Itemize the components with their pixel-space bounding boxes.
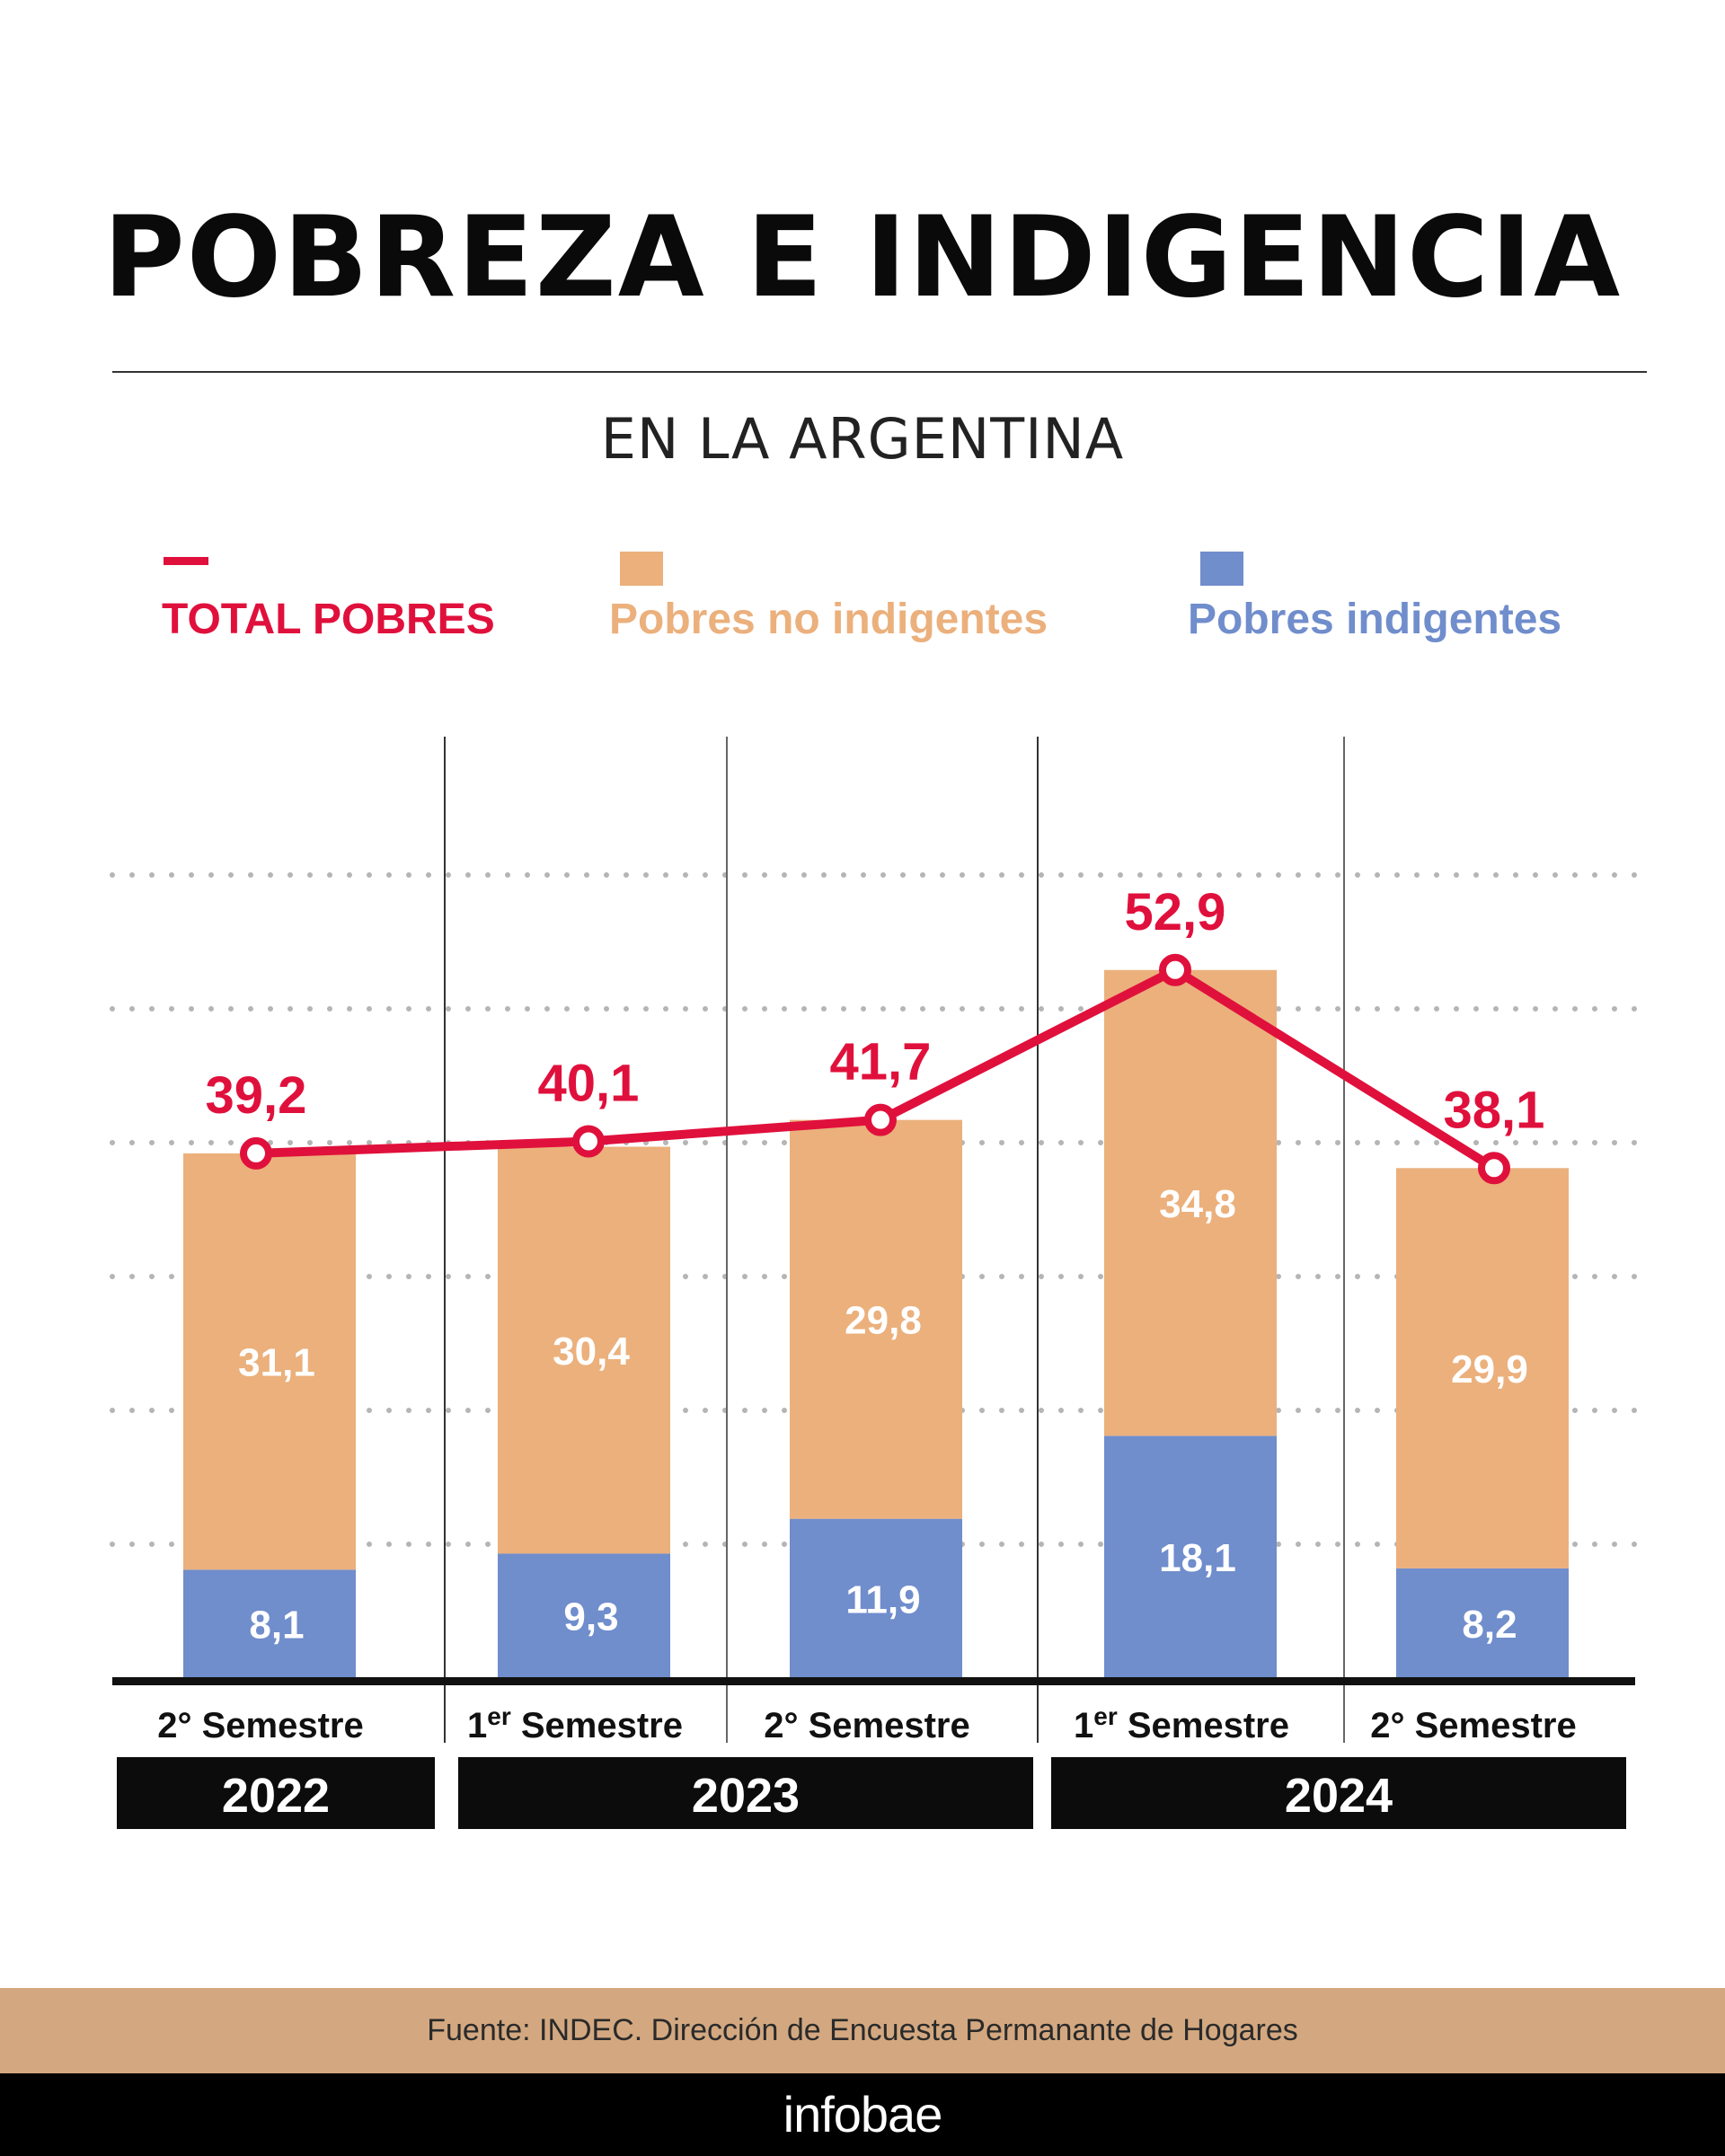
semester-label-1: 2° Semestre xyxy=(157,1706,363,1745)
year-label-2022: 2022 xyxy=(222,1769,330,1823)
bar-no-indigentes-5 xyxy=(1396,1168,1569,1568)
bar-indigentes-3 xyxy=(790,1518,962,1678)
title-divider xyxy=(112,371,1647,373)
legend-indigentes-label: Pobres indigentes xyxy=(1188,596,1562,643)
semester-label-3: 2° Semestre xyxy=(764,1706,969,1745)
brand-logo: infobae xyxy=(0,2073,1725,2156)
bar-indigentes-5 xyxy=(1396,1568,1569,1678)
label-no-indigentes-4: 34,8 xyxy=(1159,1182,1236,1226)
label-indigentes-4: 18,1 xyxy=(1159,1536,1236,1580)
total-label-1: 39,2 xyxy=(206,1066,307,1125)
total-label-3: 41,7 xyxy=(830,1033,932,1091)
semester-label-4: 1er Semestre xyxy=(1074,1702,1289,1745)
year-box-2023 xyxy=(458,1757,1033,1829)
label-no-indigentes-1: 31,1 xyxy=(238,1341,315,1385)
total-point-4 xyxy=(1159,953,1191,986)
label-indigentes-1: 8,1 xyxy=(249,1604,304,1648)
legend-total-label: TOTAL POBRES xyxy=(162,596,495,643)
label-no-indigentes-5: 29,9 xyxy=(1451,1348,1528,1392)
year-box-2022 xyxy=(117,1757,435,1829)
label-no-indigentes-3: 29,8 xyxy=(845,1299,922,1343)
chart-subtitle: EN LA ARGENTINA xyxy=(600,406,1125,472)
total-point-5 xyxy=(1478,1152,1510,1185)
year-label-2023: 2023 xyxy=(692,1769,800,1823)
bar-no-indigentes-2 xyxy=(498,1146,670,1554)
legend-line-swatch xyxy=(164,557,208,565)
x-axis-baseline xyxy=(112,1677,1635,1685)
label-indigentes-5: 8,2 xyxy=(1462,1603,1517,1647)
bar-no-indigentes-4 xyxy=(1104,969,1277,1436)
bar-no-indigentes-1 xyxy=(183,1153,356,1570)
label-indigentes-3: 11,9 xyxy=(845,1577,920,1621)
legend-no-indigentes-swatch xyxy=(620,552,663,586)
legend-indigentes-swatch xyxy=(1200,552,1243,586)
bar-no-indigentes-3 xyxy=(790,1119,962,1519)
total-label-4: 52,9 xyxy=(1125,883,1226,941)
semester-label-2: 1er Semestre xyxy=(467,1702,683,1745)
label-no-indigentes-2: 30,4 xyxy=(553,1330,630,1374)
source-note: Fuente: INDEC. Dirección de Encuesta Per… xyxy=(0,1988,1725,2073)
total-point-2 xyxy=(572,1125,605,1158)
bar-indigentes-1 xyxy=(183,1569,356,1678)
label-indigentes-2: 9,3 xyxy=(563,1595,618,1639)
chart-title: POBREZA E INDIGENCIA xyxy=(102,193,1623,323)
poverty-chart: 8,1 31,1 9,3 30,4 11,9 29,8 18,1 34,8 8,2 29,9 39,… xyxy=(110,737,1642,1829)
total-point-3 xyxy=(864,1103,897,1136)
semester-label-5: 2° Semestre xyxy=(1370,1706,1576,1745)
bar-indigentes-2 xyxy=(498,1553,670,1678)
year-box-2024 xyxy=(1051,1757,1626,1829)
total-label-2: 40,1 xyxy=(538,1055,640,1113)
bar-indigentes-4 xyxy=(1104,1436,1277,1678)
year-label-2024: 2024 xyxy=(1285,1769,1393,1823)
legend-no-indigentes-label: Pobres no indigentes xyxy=(609,596,1048,643)
total-point-1 xyxy=(240,1136,272,1170)
total-label-5: 38,1 xyxy=(1444,1081,1545,1139)
